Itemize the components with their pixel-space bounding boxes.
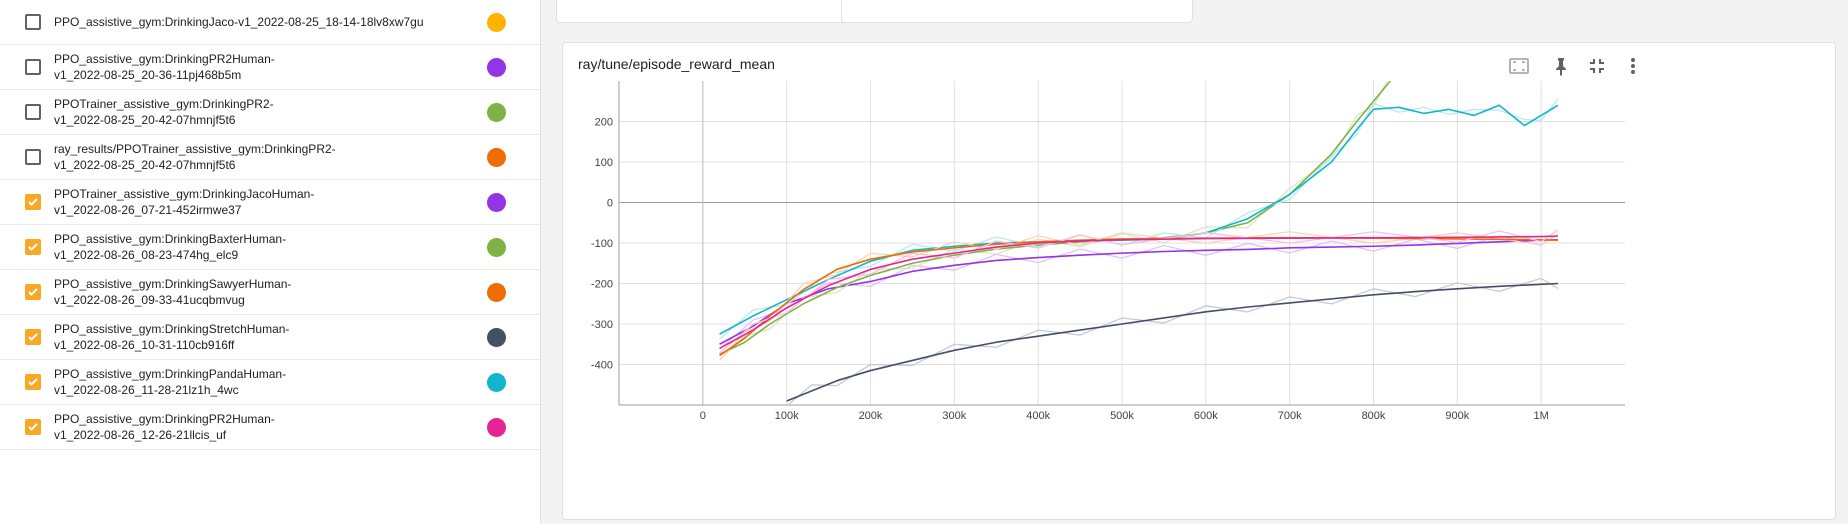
y-tick-label: 100 xyxy=(595,157,613,169)
run-checkbox[interactable] xyxy=(25,419,41,435)
run-row[interactable]: PPO_assistive_gym:DrinkingPR2Human- v1_2… xyxy=(0,405,540,450)
run-label: PPOTrainer_assistive_gym:DrinkingPR2- v1… xyxy=(54,97,274,127)
run-checkbox[interactable] xyxy=(25,194,41,210)
chart-card: ray/tune/episode_reward_mean 0 100k 200k 30… xyxy=(562,42,1836,520)
runs-sidebar: PPO_assistive_gym:DrinkingJaco-v1_2022-0… xyxy=(0,0,541,524)
run-label: PPO_assistive_gym:DrinkingJaco-v1_2022-0… xyxy=(54,15,424,29)
x-tick-label: 600k xyxy=(1194,410,1218,422)
run-label: PPO_assistive_gym:DrinkingBaxterHuman- v… xyxy=(54,232,287,262)
run-color-swatch[interactable] xyxy=(487,58,506,77)
series-line xyxy=(719,236,1558,357)
run-color-swatch[interactable] xyxy=(487,238,506,257)
y-tick-label: -100 xyxy=(591,238,613,250)
chart-card-above-2 xyxy=(841,0,1193,23)
x-tick-label: 1M xyxy=(1534,410,1549,422)
run-checkbox[interactable] xyxy=(25,374,41,390)
run-color-swatch[interactable] xyxy=(487,103,506,122)
y-tick-label: -400 xyxy=(591,360,613,372)
run-color-swatch[interactable] xyxy=(487,418,506,437)
run-checkbox[interactable] xyxy=(25,329,41,345)
x-tick-label: 800k xyxy=(1362,410,1386,422)
run-color-swatch[interactable] xyxy=(487,373,506,392)
x-tick-label: 400k xyxy=(1026,410,1050,422)
series-raw-line xyxy=(719,231,1559,362)
run-color-swatch[interactable] xyxy=(487,193,506,212)
run-checkbox[interactable] xyxy=(25,59,41,75)
fit-domain-icon[interactable] xyxy=(1507,54,1531,78)
series-line xyxy=(719,238,1558,345)
series-line xyxy=(719,81,1391,356)
run-label: PPO_assistive_gym:DrinkingPandaHuman- v1… xyxy=(54,367,287,397)
run-label: PPOTrainer_assistive_gym:DrinkingJacoHum… xyxy=(54,187,315,217)
x-tick-label: 900k xyxy=(1445,410,1469,422)
series-raw-line xyxy=(786,277,1559,405)
y-tick-label: -300 xyxy=(591,319,613,331)
run-label: PPO_assistive_gym:DrinkingPR2Human- v1_2… xyxy=(54,52,275,82)
run-color-swatch[interactable] xyxy=(487,13,506,32)
run-row[interactable]: PPO_assistive_gym:DrinkingBaxterHuman- v… xyxy=(0,225,540,270)
fullscreen-exit-icon[interactable] xyxy=(1585,54,1609,78)
run-color-swatch[interactable] xyxy=(487,328,506,347)
run-label: PPO_assistive_gym:DrinkingPR2Human- v1_2… xyxy=(54,412,275,442)
run-row[interactable]: PPOTrainer_assistive_gym:DrinkingJacoHum… xyxy=(0,180,540,225)
more-vert-icon[interactable] xyxy=(1621,54,1645,78)
run-checkbox[interactable] xyxy=(25,14,41,30)
x-tick-label: 100k xyxy=(775,410,799,422)
x-tick-label: 0 xyxy=(700,410,706,422)
run-row[interactable]: PPOTrainer_assistive_gym:DrinkingPR2- v1… xyxy=(0,90,540,135)
run-row[interactable]: PPO_assistive_gym:DrinkingSawyerHuman- v… xyxy=(0,270,540,315)
run-row[interactable]: ray_results/PPOTrainer_assistive_gym:Dri… xyxy=(0,135,540,180)
run-label: ray_results/PPOTrainer_assistive_gym:Dri… xyxy=(54,142,336,172)
y-tick-label: 0 xyxy=(607,198,613,210)
run-row[interactable]: PPO_assistive_gym:DrinkingStretchHuman- … xyxy=(0,315,540,360)
series-raw-line xyxy=(719,98,1559,340)
series-line xyxy=(719,235,1558,350)
x-tick-label: 300k xyxy=(942,410,966,422)
run-row[interactable]: PPO_assistive_gym:DrinkingJaco-v1_2022-0… xyxy=(0,0,540,45)
run-checkbox[interactable] xyxy=(25,239,41,255)
y-tick-label: -200 xyxy=(591,279,613,291)
pin-icon[interactable] xyxy=(1549,54,1573,78)
run-row[interactable]: PPO_assistive_gym:DrinkingPandaHuman- v1… xyxy=(0,360,540,405)
run-checkbox[interactable] xyxy=(25,104,41,120)
run-color-swatch[interactable] xyxy=(487,148,506,167)
x-tick-label: 700k xyxy=(1278,410,1302,422)
x-tick-label: 500k xyxy=(1110,410,1134,422)
y-tick-label: 200 xyxy=(595,117,613,129)
chart-title: ray/tune/episode_reward_mean xyxy=(578,56,775,72)
series-line xyxy=(786,282,1558,402)
run-row[interactable]: PPO_assistive_gym:DrinkingPR2Human- v1_2… xyxy=(0,45,540,90)
run-label: PPO_assistive_gym:DrinkingSawyerHuman- v… xyxy=(54,277,292,307)
series-line xyxy=(719,104,1559,335)
run-color-swatch[interactable] xyxy=(487,283,506,302)
x-tick-label: 200k xyxy=(859,410,883,422)
line-chart[interactable]: 0 100k 200k 300k 400k 500k 600k 700k 800k 900k 1M 2… xyxy=(563,43,1835,519)
run-label: PPO_assistive_gym:DrinkingStretchHuman- … xyxy=(54,322,290,352)
run-checkbox[interactable] xyxy=(25,284,41,300)
run-checkbox[interactable] xyxy=(25,149,41,165)
